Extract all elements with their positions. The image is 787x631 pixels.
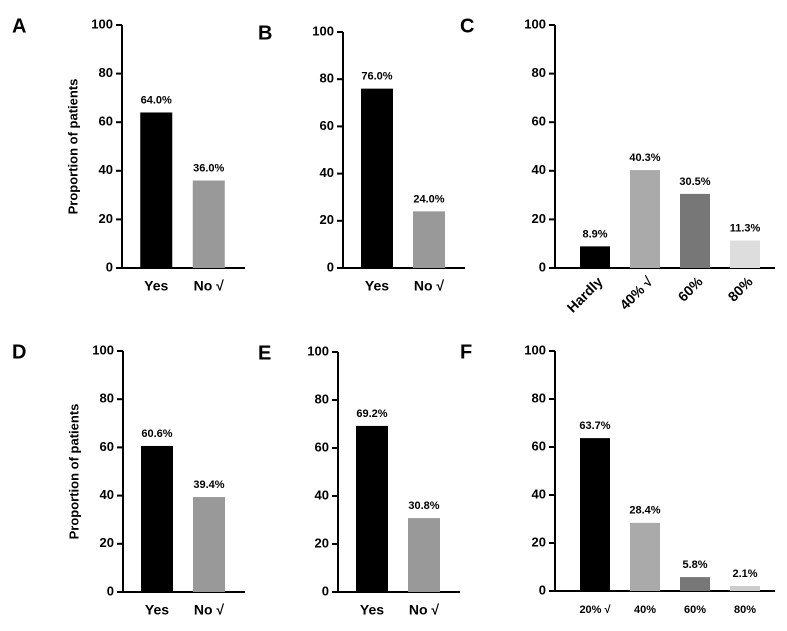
value-label: 76.0%	[361, 71, 392, 83]
y-tick-label: 40	[320, 165, 334, 180]
panel-label: A	[12, 15, 26, 37]
bar	[680, 577, 710, 591]
value-label: 30.5%	[679, 176, 710, 188]
value-label: 36.0%	[193, 162, 224, 174]
x-tick-label: 40% √	[616, 273, 656, 313]
y-tick-label: 80	[320, 71, 334, 86]
y-tick-label: 20	[320, 212, 334, 227]
panel-label: D	[12, 341, 26, 363]
y-tick-label: 80	[99, 65, 113, 80]
x-tick-label: Hardly	[564, 273, 606, 315]
y-tick-label: 60	[315, 439, 329, 454]
bar	[356, 425, 388, 592]
bar	[361, 88, 393, 268]
y-tick-label: 100	[524, 342, 546, 357]
x-tick-label: No √	[414, 278, 445, 294]
value-label: 28.4%	[629, 505, 660, 517]
y-tick-label: 40	[315, 487, 329, 502]
x-tick-label: 60%	[684, 604, 706, 616]
panel-label: B	[258, 22, 272, 44]
bar	[141, 445, 173, 592]
y-tick-label: 60	[320, 118, 334, 133]
value-label: 39.4%	[193, 479, 224, 491]
value-label: 24.0%	[413, 193, 444, 205]
y-tick-label: 0	[327, 259, 334, 274]
value-label: 11.3%	[730, 222, 761, 234]
y-tick-label: 0	[107, 583, 114, 598]
y-tick-label: 20	[99, 211, 113, 226]
bar	[630, 170, 660, 268]
x-tick-label: Yes	[365, 278, 389, 294]
x-tick-label: No √	[409, 602, 440, 618]
value-label: 63.7%	[579, 420, 610, 432]
y-tick-label: 60	[99, 114, 113, 129]
y-tick-label: 0	[539, 259, 546, 274]
value-label: 69.2%	[356, 408, 387, 420]
bar	[730, 585, 760, 591]
y-tick-label: 100	[92, 342, 114, 357]
y-tick-label: 80	[532, 390, 546, 405]
y-tick-label: 20	[315, 535, 329, 550]
y-tick-label: 80	[315, 391, 329, 406]
bar	[730, 240, 760, 268]
panel-label: F	[460, 341, 472, 363]
x-tick-label: No √	[194, 602, 225, 618]
x-tick-label: 40%	[634, 604, 656, 616]
y-tick-label: 0	[106, 259, 113, 274]
x-tick-label: 60%	[675, 273, 707, 305]
y-axis-label: Proportion of patients	[65, 79, 80, 215]
y-tick-label: 100	[307, 343, 329, 358]
value-label: 2.1%	[732, 568, 757, 580]
bar	[580, 246, 610, 268]
y-tick-label: 80	[532, 65, 546, 80]
bar	[192, 180, 225, 268]
bar	[408, 518, 440, 592]
value-label: 60.6%	[141, 428, 172, 440]
y-tick-label: 0	[322, 583, 329, 598]
panel-label: C	[460, 15, 474, 37]
bar	[140, 112, 173, 268]
value-label: 5.8%	[682, 559, 707, 571]
value-label: 30.8%	[408, 500, 439, 512]
value-label: 8.9%	[582, 228, 607, 240]
x-tick-label: 80%	[734, 604, 756, 616]
y-axis-label: Proportion of patients	[66, 404, 81, 540]
x-tick-label: Yes	[360, 602, 384, 618]
y-tick-label: 60	[100, 439, 114, 454]
bar	[630, 522, 660, 591]
x-tick-label: No √	[194, 278, 225, 294]
bar	[680, 193, 710, 268]
y-tick-label: 20	[532, 534, 546, 549]
bar	[193, 497, 225, 592]
y-tick-label: 20	[532, 211, 546, 226]
y-tick-label: 40	[100, 487, 114, 502]
x-tick-label: 80%	[725, 273, 757, 305]
y-tick-label: 60	[532, 114, 546, 129]
y-tick-label: 100	[524, 16, 546, 31]
value-label: 64.0%	[141, 94, 172, 106]
y-tick-label: 40	[532, 486, 546, 501]
bar	[580, 438, 610, 591]
y-tick-label: 0	[539, 582, 546, 597]
y-tick-label: 60	[532, 438, 546, 453]
bar	[413, 211, 445, 268]
y-tick-label: 40	[99, 162, 113, 177]
x-tick-label: Yes	[144, 278, 168, 294]
x-tick-label: Yes	[145, 602, 169, 618]
value-label: 40.3%	[629, 152, 660, 164]
y-tick-label: 40	[532, 162, 546, 177]
y-tick-label: 20	[100, 535, 114, 550]
y-tick-label: 100	[91, 16, 113, 31]
y-tick-label: 80	[100, 391, 114, 406]
panel-label: E	[258, 342, 271, 364]
x-tick-label: 20% √	[579, 604, 611, 616]
y-tick-label: 100	[312, 23, 334, 38]
